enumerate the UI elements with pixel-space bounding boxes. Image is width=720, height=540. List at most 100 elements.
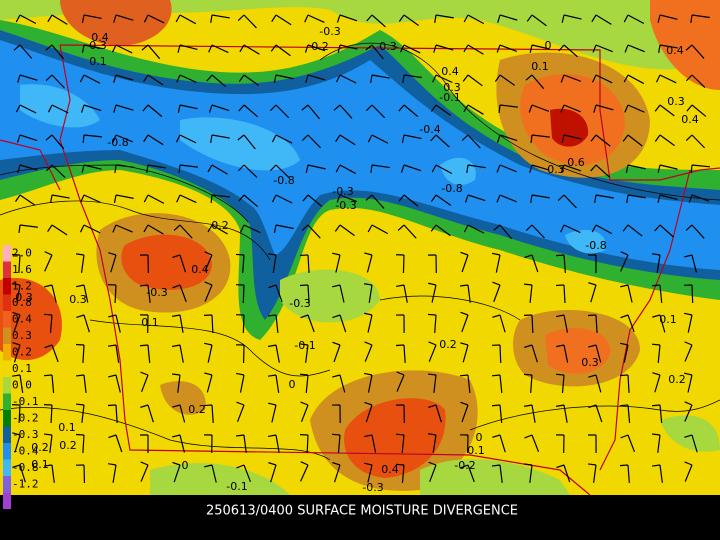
wind-barb bbox=[207, 344, 213, 363]
barb-tick bbox=[396, 284, 405, 288]
contour-label: 0.1 bbox=[531, 60, 549, 73]
wind-barb bbox=[179, 284, 187, 303]
barb-tick bbox=[176, 74, 181, 83]
barb-tick bbox=[525, 74, 533, 81]
scale-label: -0.2 bbox=[12, 411, 39, 424]
barb-tick bbox=[427, 313, 437, 316]
wind-barb bbox=[211, 104, 230, 112]
contour-label: 0.2 bbox=[311, 40, 329, 53]
wind-barb bbox=[659, 104, 675, 117]
barb-tick bbox=[268, 253, 277, 256]
barb-tick bbox=[588, 374, 597, 378]
wind-barb bbox=[211, 44, 229, 54]
barb-tick bbox=[112, 134, 117, 143]
scale-swatch bbox=[3, 476, 11, 493]
barb-tick bbox=[79, 74, 85, 83]
wind-barb bbox=[147, 404, 154, 423]
wind-barb bbox=[563, 224, 581, 234]
barb-tick bbox=[238, 104, 245, 112]
barb-tick bbox=[113, 74, 117, 83]
wind-barb bbox=[659, 314, 666, 333]
wind-barb bbox=[275, 194, 293, 204]
barb-tick bbox=[304, 44, 309, 53]
barb-tick bbox=[685, 134, 693, 142]
wind-barb bbox=[115, 44, 133, 54]
barb-tick bbox=[402, 74, 405, 84]
wind-barb bbox=[461, 254, 469, 273]
barb-tick bbox=[333, 104, 341, 111]
scale-swatch bbox=[3, 311, 11, 328]
barb-tick bbox=[651, 404, 661, 407]
scale-swatch bbox=[3, 410, 11, 427]
wind-barb bbox=[595, 344, 602, 363]
fill-light-green bbox=[660, 415, 720, 452]
barb-tick bbox=[496, 194, 501, 203]
wind-barb bbox=[211, 134, 230, 139]
wind-barb bbox=[51, 344, 59, 363]
barb-tick bbox=[175, 14, 181, 23]
wind-barb bbox=[19, 14, 37, 25]
wind-barb bbox=[83, 134, 102, 138]
wind-barb bbox=[461, 314, 469, 333]
wind-barb bbox=[403, 14, 419, 27]
barb-tick bbox=[239, 44, 245, 53]
state-border bbox=[0, 139, 61, 191]
contour-label: 0 bbox=[182, 459, 189, 472]
barb-tick bbox=[204, 342, 213, 346]
wind-barb bbox=[499, 194, 517, 203]
wind-barb bbox=[179, 164, 198, 168]
wind-barb bbox=[401, 464, 405, 483]
barb-tick bbox=[204, 281, 213, 286]
contour-label: -0.8 bbox=[273, 174, 294, 187]
contour-label: 0.2 bbox=[188, 403, 206, 416]
barb-tick bbox=[526, 14, 533, 22]
barb-tick bbox=[108, 434, 117, 439]
scale-swatch bbox=[3, 459, 11, 476]
barb-tick bbox=[113, 104, 117, 113]
contour-label: 0.1 bbox=[31, 458, 49, 471]
wind-barb bbox=[51, 164, 66, 178]
scale-swatch bbox=[3, 344, 11, 361]
barb-tick bbox=[113, 194, 117, 203]
contour-label: -0.2 bbox=[454, 459, 475, 472]
wind-barb bbox=[177, 374, 181, 393]
barb-tick bbox=[587, 463, 597, 466]
wind-barb bbox=[499, 374, 503, 393]
wind-barb bbox=[529, 464, 533, 483]
wind-barb bbox=[49, 314, 53, 333]
barb-tick bbox=[463, 44, 469, 53]
barb-tick bbox=[654, 134, 661, 142]
wind-barb bbox=[115, 434, 123, 453]
wind-barb bbox=[242, 254, 245, 273]
wind-barb bbox=[499, 404, 503, 423]
wind-barb bbox=[339, 284, 345, 303]
wind-barb bbox=[147, 104, 163, 117]
wind-barb bbox=[141, 374, 149, 393]
barb-tick bbox=[657, 14, 661, 23]
wind-barb bbox=[243, 224, 261, 234]
barb-tick bbox=[428, 282, 437, 286]
barb-tick bbox=[524, 254, 533, 259]
wind-barb bbox=[115, 74, 134, 81]
wind-barb bbox=[270, 464, 277, 483]
wind-barb bbox=[563, 44, 578, 58]
contour-label: -0.1 bbox=[294, 339, 315, 352]
wind-barb bbox=[83, 374, 87, 393]
wind-barb bbox=[435, 74, 453, 84]
fill-light-green bbox=[280, 269, 380, 323]
barb-tick bbox=[555, 254, 565, 257]
barb-tick bbox=[497, 14, 501, 23]
barb-tick bbox=[17, 164, 21, 173]
barb-tick bbox=[460, 464, 469, 469]
scale-label: -0.4 bbox=[12, 444, 39, 457]
barb-tick bbox=[395, 433, 405, 436]
barb-tick bbox=[685, 74, 693, 82]
wind-barb bbox=[595, 194, 614, 199]
barb-tick bbox=[332, 462, 341, 466]
barb-tick bbox=[590, 164, 597, 172]
barb-tick bbox=[300, 461, 309, 466]
wind-barb bbox=[305, 344, 309, 363]
barb-tick bbox=[268, 462, 277, 466]
wind-barb bbox=[300, 404, 309, 423]
wind-barb bbox=[211, 164, 228, 175]
